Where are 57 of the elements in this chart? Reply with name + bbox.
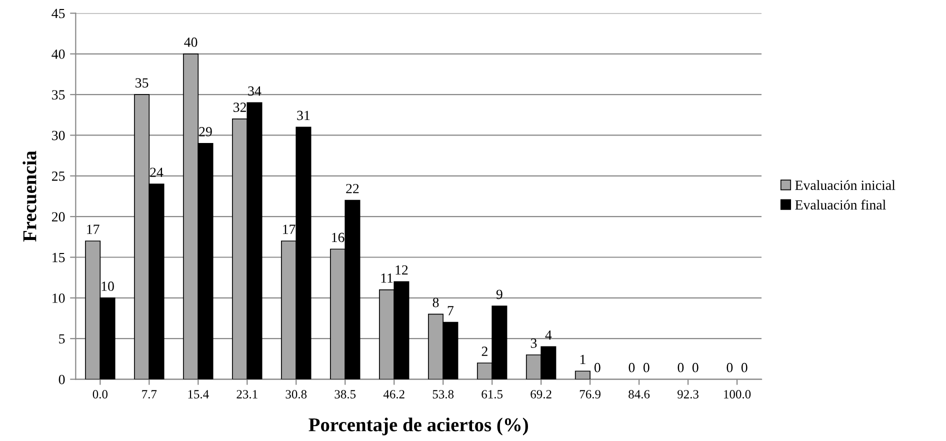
data-label: 7 xyxy=(448,306,454,316)
y-tick-label: 10 xyxy=(52,294,65,303)
x-tick-label: 92.3 xyxy=(678,390,698,399)
x-axis-title: Porcentaje de aciertos (%) xyxy=(308,418,528,436)
y-tick-label: 15 xyxy=(52,252,65,262)
data-label: 12 xyxy=(396,265,408,275)
data-label: 31 xyxy=(297,110,310,120)
x-tick-label: 23.1 xyxy=(236,390,258,399)
x-tick-label: 61.5 xyxy=(482,390,503,399)
data-label: 17 xyxy=(87,224,100,234)
x-tick-label: 76.9 xyxy=(580,390,600,399)
x-tick-label: 46.2 xyxy=(383,390,404,399)
data-label: 24 xyxy=(150,168,164,177)
y-axis-title: Frecuencia xyxy=(22,150,36,242)
data-label: 9 xyxy=(496,290,502,300)
data-label: 29 xyxy=(199,127,212,136)
x-tick-label: 53.8 xyxy=(432,390,454,399)
data-label: 0 xyxy=(643,362,650,372)
data-label: 3 xyxy=(530,338,537,348)
data-label: 1 xyxy=(580,354,586,364)
data-label: 0 xyxy=(726,362,733,372)
y-tick-label: 25 xyxy=(52,172,65,181)
data-label: 32 xyxy=(234,102,246,112)
data-label: 17 xyxy=(283,224,296,234)
data-label: 40 xyxy=(184,38,198,47)
x-tick-label: 30.8 xyxy=(286,390,307,399)
y-tick-label: 35 xyxy=(52,90,65,100)
y-tick-label: 45 xyxy=(52,8,65,18)
y-tick-label: 40 xyxy=(52,49,65,59)
data-label: 22 xyxy=(346,184,359,194)
data-label: 0 xyxy=(678,362,684,372)
bar xyxy=(574,370,590,380)
data-label: 8 xyxy=(432,298,439,308)
data-label: 0 xyxy=(741,362,748,372)
data-label: 0 xyxy=(594,362,600,372)
data-label: 0 xyxy=(628,362,635,372)
y-tick-label: 20 xyxy=(52,212,65,222)
y-tick-label: 5 xyxy=(59,334,65,344)
legend-label: Evaluación final xyxy=(795,200,886,210)
data-label: 2 xyxy=(482,346,488,356)
x-tick-label: 38.5 xyxy=(334,390,356,399)
data-label: 4 xyxy=(545,330,552,340)
x-tick-label: 100.0 xyxy=(724,390,751,399)
data-label: 34 xyxy=(248,86,262,96)
y-tick-label: 30 xyxy=(52,130,65,140)
x-tick-label: 69.2 xyxy=(530,390,552,399)
data-label: 16 xyxy=(332,232,344,242)
x-tick-label: 84.6 xyxy=(628,390,650,399)
legend-label: Evaluación inicial xyxy=(795,180,896,190)
data-label: 35 xyxy=(136,78,148,88)
x-tick-label: 0.0 xyxy=(92,390,108,399)
x-tick-label: 7.7 xyxy=(142,390,157,399)
data-label: 11 xyxy=(381,273,393,283)
y-tick-label: 0 xyxy=(58,374,65,384)
data-label: 10 xyxy=(102,282,114,291)
x-tick-label: 15.4 xyxy=(188,390,209,399)
data-label: 0 xyxy=(692,362,698,372)
